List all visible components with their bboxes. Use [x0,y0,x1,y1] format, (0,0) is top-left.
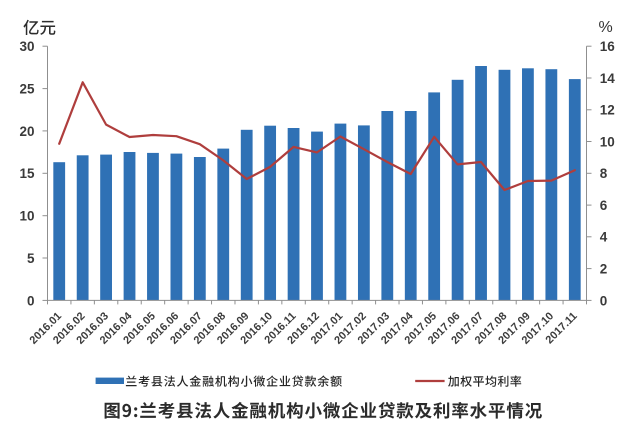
svg-text:5: 5 [27,251,35,266]
svg-text:%: % [598,19,612,36]
svg-text:0: 0 [600,293,608,308]
svg-text:15: 15 [19,166,35,181]
svg-text:14: 14 [600,71,616,86]
svg-text:12: 12 [600,103,615,118]
svg-text:10: 10 [19,209,34,224]
svg-text:6: 6 [600,198,608,213]
svg-text:20: 20 [19,124,34,139]
svg-text:10: 10 [600,134,615,149]
svg-text:0: 0 [27,293,35,308]
svg-text:2: 2 [600,262,608,277]
svg-text:4: 4 [600,230,608,245]
svg-text:16: 16 [600,39,616,54]
svg-text:8: 8 [600,166,608,181]
svg-text:25: 25 [19,82,35,97]
svg-text:30: 30 [19,39,34,54]
